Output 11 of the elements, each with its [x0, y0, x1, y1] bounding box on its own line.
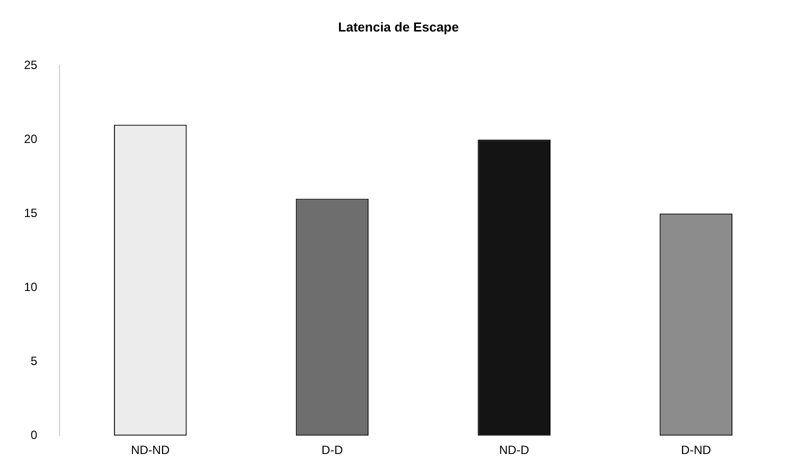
y-tick-label: 25	[24, 58, 38, 72]
x-tick-label: ND-ND	[130, 443, 170, 458]
y-tick-label: 10	[24, 280, 38, 294]
x-tick-label: D-D	[322, 443, 344, 458]
x-tick-label: ND-D	[499, 443, 530, 458]
y-tick-label: 5	[30, 354, 38, 368]
y-tick-label: 20	[24, 132, 38, 146]
x-tick-label: D-ND	[681, 443, 712, 458]
y-tick-label: 15	[24, 206, 38, 220]
y-tick-label: 0	[30, 428, 38, 442]
chart-title: Latencia de Escape	[338, 19, 459, 34]
